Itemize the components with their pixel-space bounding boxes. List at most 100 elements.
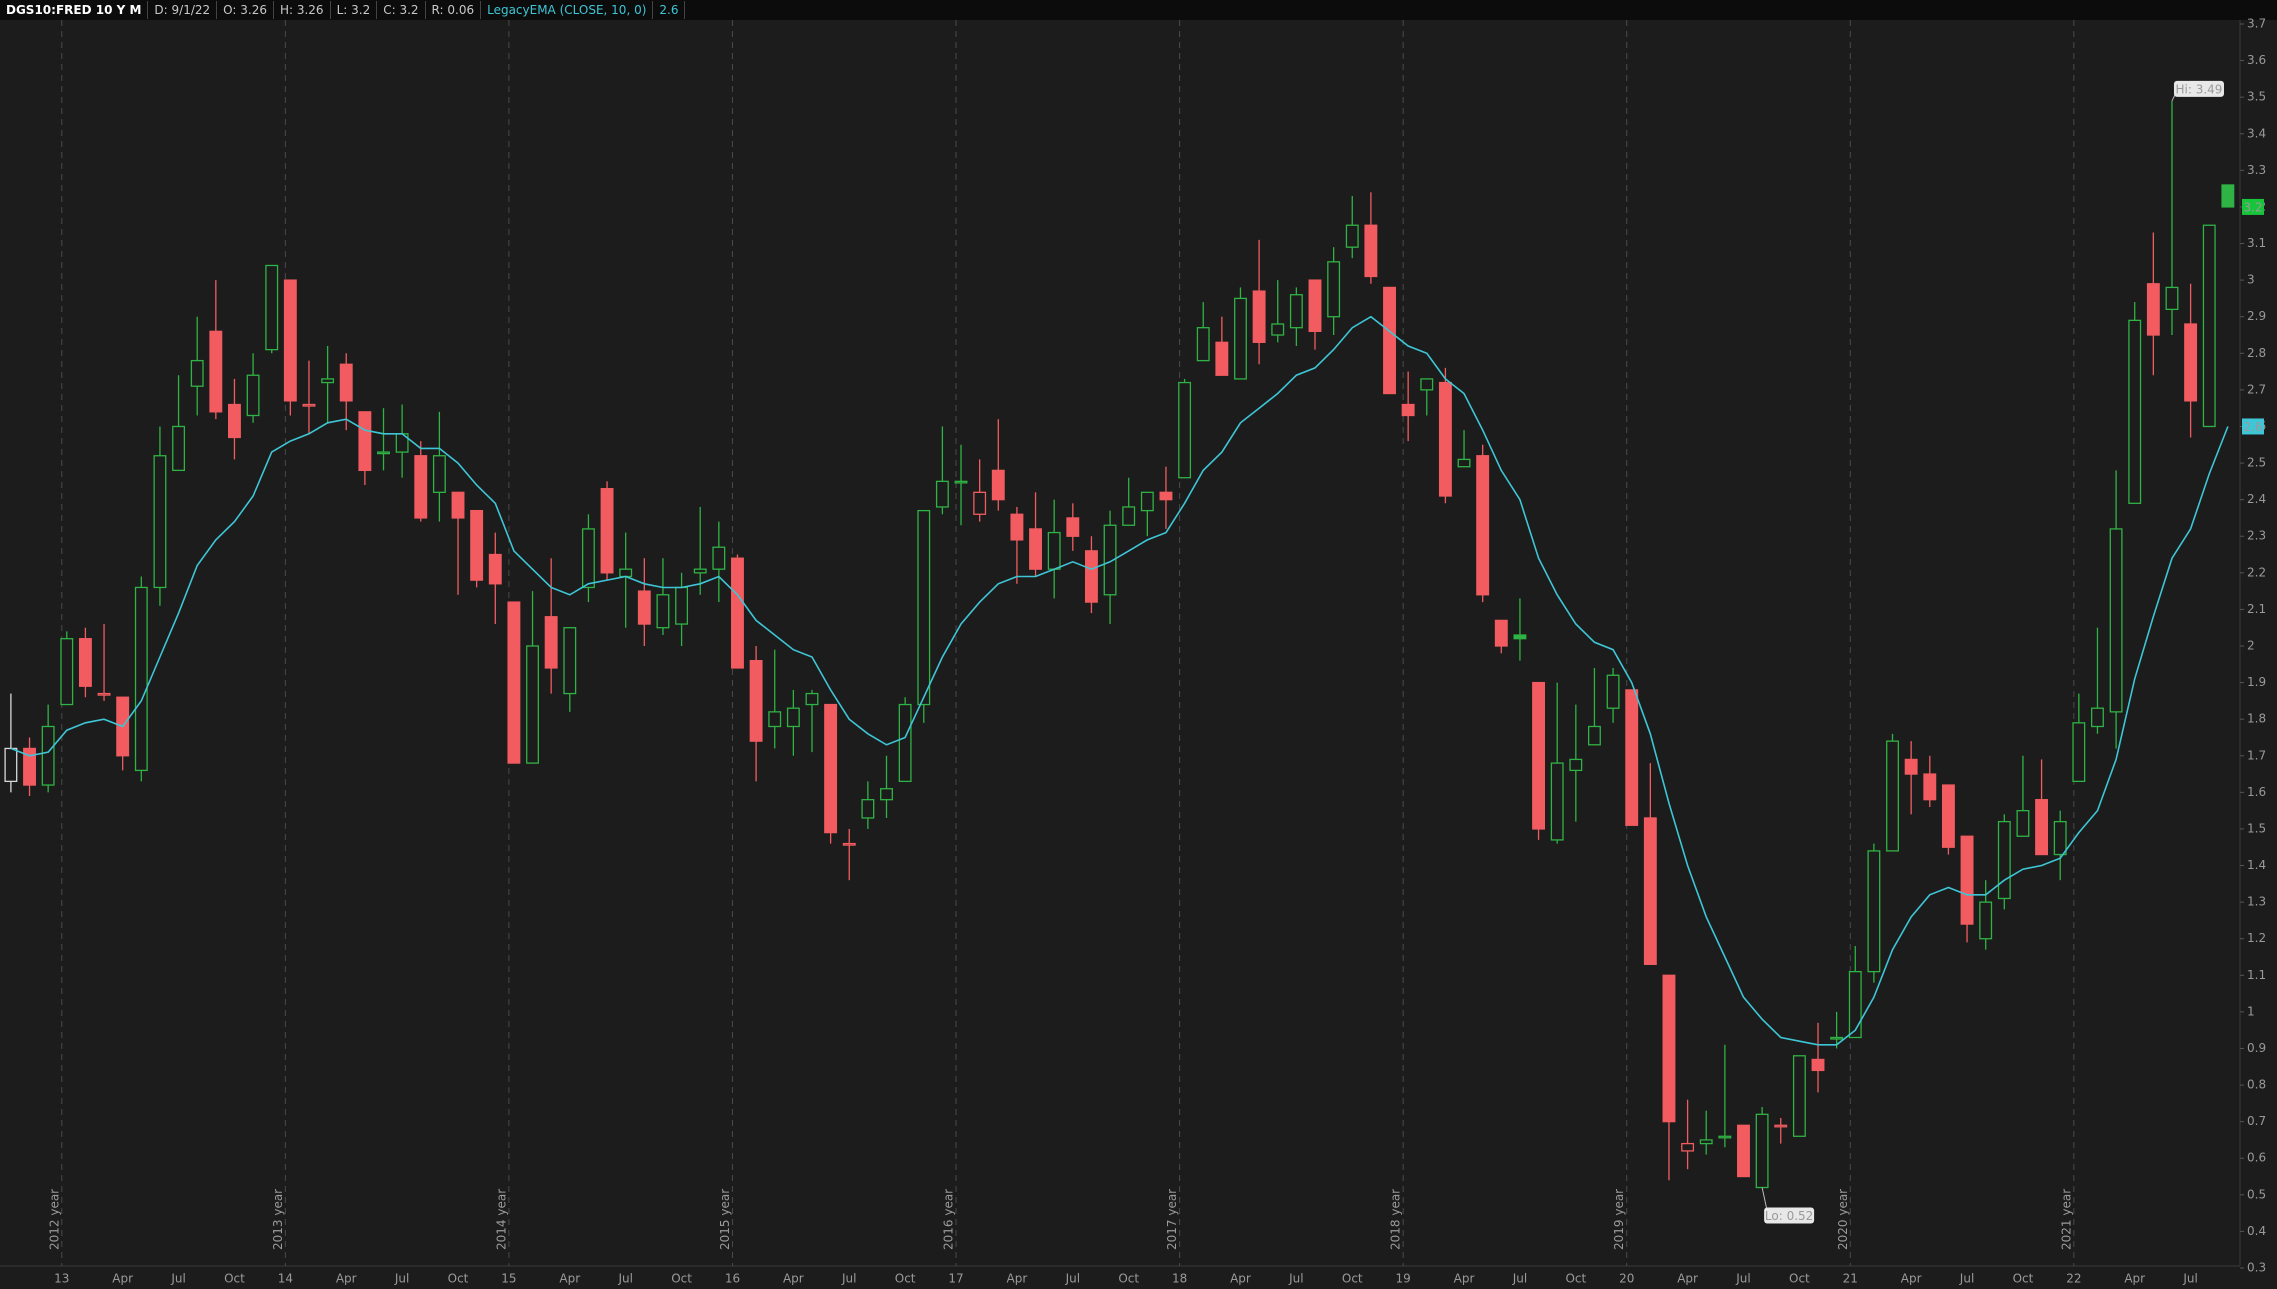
x-tick-label: Oct (448, 1272, 469, 1286)
candle-body (1476, 455, 1490, 596)
candle-body (1923, 773, 1937, 801)
candle-body (488, 553, 502, 585)
candle-body (1215, 341, 1229, 376)
year-label: 2013 year (271, 1189, 285, 1250)
x-tick-label: Oct (1789, 1272, 1810, 1286)
annotation: Lo: 0.52 (1765, 1209, 1813, 1223)
annotation: Hi: 3.49 (2176, 82, 2223, 96)
x-tick-label: Jul (841, 1272, 856, 1286)
candle-body (1811, 1058, 1825, 1072)
candle-body (2146, 283, 2160, 336)
candle-body (1383, 286, 1396, 395)
candle-body (619, 568, 633, 578)
candle-body (2221, 184, 2235, 208)
candle-body (470, 509, 484, 581)
candle-body (1103, 524, 1117, 596)
candle-body (432, 455, 446, 493)
candle-body (1122, 506, 1136, 526)
year-label: 2016 year (942, 1189, 956, 1250)
candle-body (153, 455, 167, 589)
candle-body (563, 627, 577, 695)
candle-body (805, 692, 819, 706)
year-label: 2020 year (1836, 1189, 1850, 1250)
y-tick-label: 1.5 (2247, 821, 2266, 835)
header-field: H: 3.26 (274, 1, 331, 19)
year-label: 2018 year (1389, 1189, 1403, 1250)
candle-body (1178, 381, 1192, 479)
candle-body (2072, 722, 2086, 783)
candle-body (581, 528, 595, 589)
candle-body (861, 799, 875, 819)
candle-body (1159, 491, 1173, 501)
year-label: 2019 year (1612, 1189, 1626, 1250)
candle-body (1252, 290, 1266, 343)
x-tick-label: 18 (1172, 1272, 1187, 1286)
candle-body (302, 403, 316, 407)
candle-body (134, 586, 148, 772)
candle-body (1792, 1055, 1806, 1137)
indicator-value: 2.6 (653, 1, 686, 19)
indicator-name: LegacyEMA (CLOSE, 10, 0) (481, 1, 654, 19)
candle-body (1848, 970, 1862, 1039)
candle-body (954, 480, 968, 484)
candle-body (1625, 689, 1639, 826)
candle-body (507, 601, 521, 764)
x-tick-label: Apr (1454, 1272, 1475, 1286)
candle-body (1420, 378, 1434, 391)
y-tick-label: 3 (2247, 273, 2255, 287)
candle-body (414, 455, 428, 519)
candle-body (377, 451, 390, 455)
candle-body (2035, 799, 2049, 856)
candle-body (228, 403, 241, 439)
x-tick-label: 21 (1843, 1272, 1858, 1286)
plot-background (0, 20, 2277, 1289)
candle-body (2109, 528, 2123, 713)
candle-body (60, 638, 74, 706)
x-tick-label: Apr (559, 1272, 580, 1286)
candle-body (1047, 531, 1061, 570)
candle-body (1606, 674, 1620, 709)
candle-body (1010, 513, 1024, 541)
x-tick-label: Apr (1007, 1272, 1028, 1286)
candle-body (1643, 817, 1657, 965)
y-tick-label: 1.9 (2247, 675, 2266, 689)
candle-body (2053, 820, 2067, 856)
header-field: R: 0.06 (426, 1, 482, 19)
y-tick-label: 1.1 (2247, 968, 2266, 982)
candle-body (768, 711, 782, 728)
y-tick-label: 2 (2247, 639, 2255, 653)
candle-body (1457, 458, 1471, 468)
x-tick-label: Oct (224, 1272, 245, 1286)
candle-body (917, 509, 931, 706)
header-field: L: 3.2 (331, 1, 378, 19)
y-tick-label: 3.3 (2247, 163, 2266, 177)
price-marker-label: 2.6 (2243, 420, 2262, 434)
candle-body (321, 378, 335, 384)
y-tick-label: 2.5 (2247, 456, 2266, 470)
x-tick-label: Jul (170, 1272, 185, 1286)
candle-body (1066, 517, 1080, 537)
candle-body (1364, 224, 1378, 278)
y-tick-label: 0.7 (2247, 1114, 2266, 1128)
candle-body (2202, 224, 2216, 428)
header-bar: DGS10:FRED 10 Y M D: 9/1/22 O: 3.26 H: 3… (0, 0, 2277, 20)
candle-body (358, 411, 372, 472)
y-tick-label: 3.1 (2247, 236, 2266, 250)
candle-body (1755, 1113, 1769, 1189)
candle-body (246, 374, 260, 417)
annotation-box (2173, 80, 2224, 97)
candle-body (1662, 974, 1676, 1123)
x-tick-label: Jul (617, 1272, 632, 1286)
header-field: D: 9/1/22 (148, 1, 218, 19)
candle-body (973, 491, 987, 515)
candle-body (600, 488, 614, 574)
candle-body (1308, 279, 1322, 332)
x-tick-label: Apr (2124, 1272, 2145, 1286)
candle-body (656, 594, 670, 629)
candle-body (675, 586, 689, 625)
x-tick-label: 20 (1619, 1272, 1634, 1286)
candle-body (526, 645, 539, 764)
x-tick-label: Jul (1288, 1272, 1303, 1286)
candle-body (1234, 297, 1247, 380)
candle-body (1401, 403, 1415, 417)
